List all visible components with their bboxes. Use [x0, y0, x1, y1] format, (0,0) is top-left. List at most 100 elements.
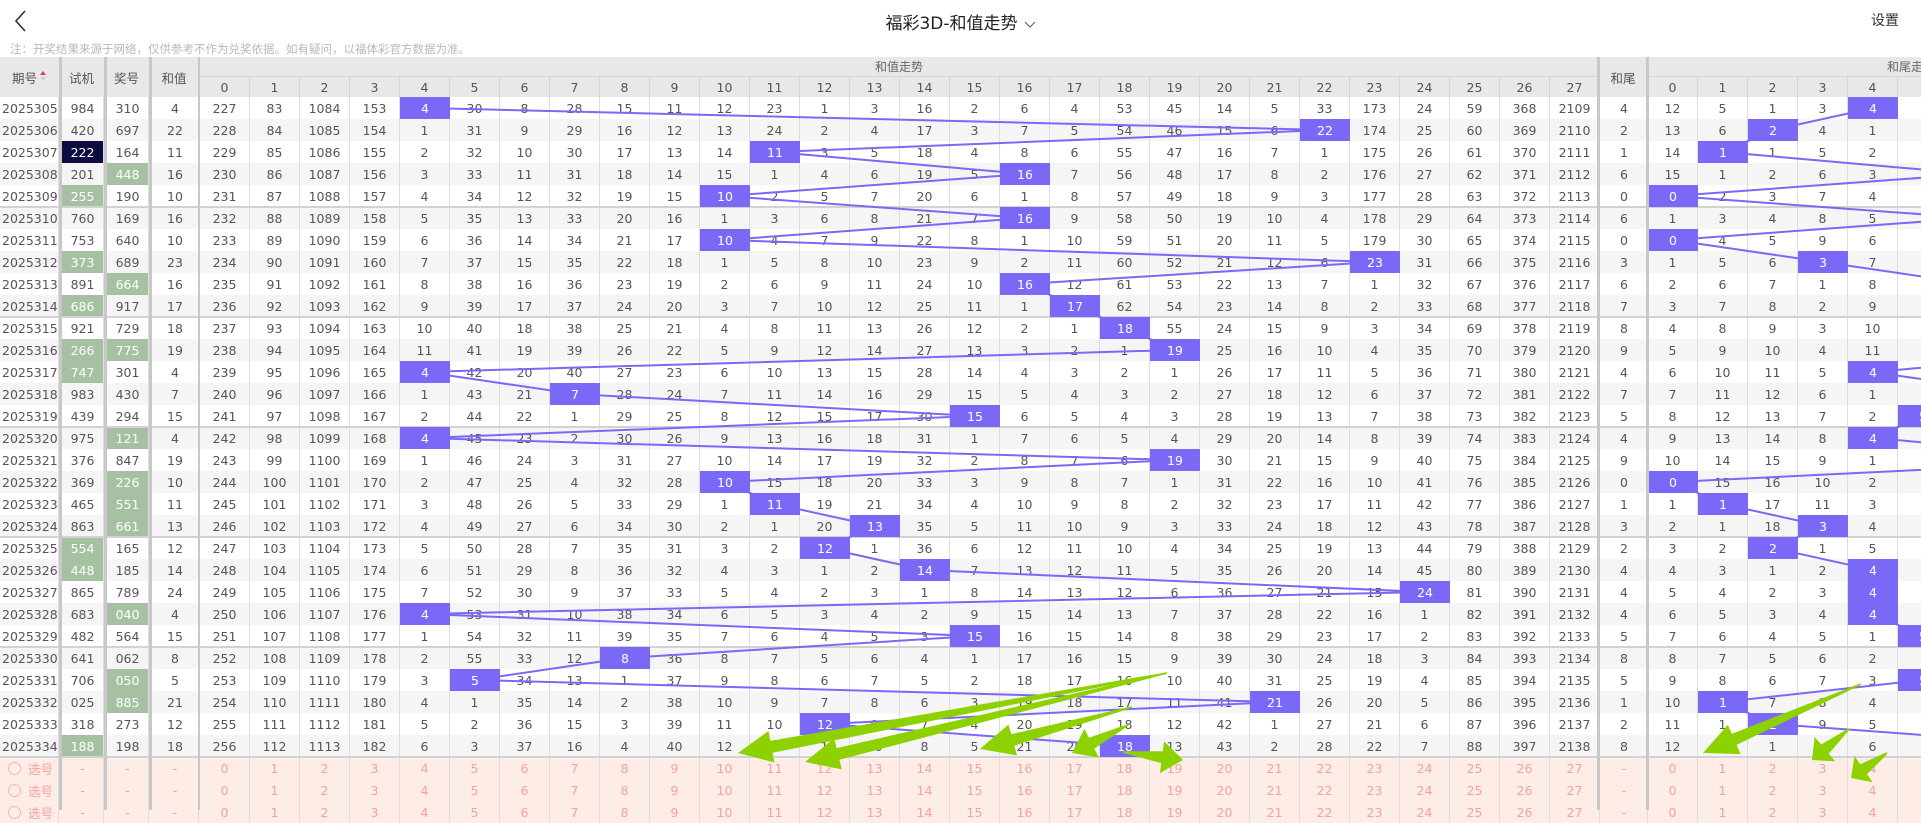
pick-sum-number[interactable]: 14 [900, 757, 950, 779]
pick-sum-number[interactable]: 3 [350, 779, 400, 801]
pick-tail-number[interactable]: 1 [1698, 757, 1748, 779]
pick-sum-number[interactable]: 26 [1500, 779, 1550, 801]
pick-tail-number[interactable]: 3 [1798, 757, 1848, 779]
radio-circle-icon[interactable] [8, 761, 21, 775]
pick-sum-number[interactable]: 2 [300, 779, 350, 801]
pick-sum-number[interactable]: 27 [1550, 779, 1600, 801]
pick-tail-number[interactable]: 1 [1698, 779, 1748, 801]
pick-sum-number[interactable]: 12 [800, 779, 850, 801]
pick-tail-number[interactable]: 2 [1748, 801, 1798, 823]
pick-sum-number[interactable]: 8 [600, 757, 650, 779]
pick-sum-number[interactable]: 22 [1300, 779, 1350, 801]
pick-sum-number[interactable]: 24 [1400, 801, 1450, 823]
pick-tail-number[interactable] [1898, 779, 1921, 801]
pick-sum-number[interactable]: 9 [650, 801, 700, 823]
pick-sum-number[interactable]: 16 [1000, 757, 1050, 779]
pick-sum-number[interactable]: 4 [400, 801, 450, 823]
pick-sum-number[interactable]: 9 [650, 757, 700, 779]
pick-sum-number[interactable]: 17 [1050, 757, 1100, 779]
header-issue[interactable]: 期号 [0, 57, 59, 97]
pick-tail-number[interactable] [1898, 801, 1921, 823]
pick-sum-number[interactable]: 10 [700, 801, 750, 823]
sort-arrows-icon[interactable] [39, 70, 47, 85]
pick-sum-number[interactable]: 10 [700, 757, 750, 779]
pick-sum-number[interactable]: 2 [300, 757, 350, 779]
pick-select-button[interactable]: 选号 [0, 779, 59, 801]
pick-select-button[interactable]: 选号 [0, 757, 59, 779]
pick-sum-number[interactable]: 15 [950, 801, 1000, 823]
pick-sum-number[interactable]: 11 [750, 757, 800, 779]
pick-sum-number[interactable]: 22 [1300, 757, 1350, 779]
pick-select-button[interactable]: 选号 [0, 801, 59, 823]
pick-sum-number[interactable]: 11 [750, 779, 800, 801]
pick-tail-number[interactable]: 2 [1748, 757, 1798, 779]
pick-sum-number[interactable]: 19 [1150, 757, 1200, 779]
pick-sum-number[interactable]: 4 [400, 779, 450, 801]
pick-sum-number[interactable]: 19 [1150, 779, 1200, 801]
pick-sum-number[interactable]: 7 [550, 779, 600, 801]
pick-sum-number[interactable]: 19 [1150, 801, 1200, 823]
pick-sum-number[interactable]: 0 [200, 757, 250, 779]
pick-sum-number[interactable]: 1 [250, 801, 300, 823]
pick-tail-number[interactable] [1898, 757, 1921, 779]
pick-tail-number[interactable]: 2 [1748, 779, 1798, 801]
pick-tail-number[interactable]: 0 [1648, 801, 1698, 823]
pick-sum-number[interactable]: 0 [200, 779, 250, 801]
pick-sum-number[interactable]: 16 [1000, 779, 1050, 801]
pick-sum-number[interactable]: 21 [1250, 757, 1300, 779]
pick-sum-number[interactable]: 25 [1450, 757, 1500, 779]
pick-sum-number[interactable]: 22 [1300, 801, 1350, 823]
pick-sum-number[interactable]: 8 [600, 801, 650, 823]
radio-circle-icon[interactable] [8, 805, 21, 819]
pick-sum-number[interactable]: 26 [1500, 801, 1550, 823]
pick-sum-number[interactable]: 4 [400, 757, 450, 779]
pick-sum-number[interactable]: 8 [600, 779, 650, 801]
pick-sum-number[interactable]: 15 [950, 757, 1000, 779]
pick-sum-number[interactable]: 21 [1250, 779, 1300, 801]
pick-sum-number[interactable]: 23 [1350, 801, 1400, 823]
pick-sum-number[interactable]: 6 [500, 757, 550, 779]
pick-sum-number[interactable]: 10 [700, 779, 750, 801]
pick-sum-number[interactable]: 3 [350, 757, 400, 779]
pick-sum-number[interactable]: 24 [1400, 757, 1450, 779]
pick-sum-number[interactable]: 3 [350, 801, 400, 823]
pick-sum-number[interactable]: 23 [1350, 757, 1400, 779]
pick-sum-number[interactable]: 13 [850, 757, 900, 779]
pick-sum-number[interactable]: 20 [1200, 801, 1250, 823]
settings-button[interactable]: 设置 [1871, 13, 1899, 29]
pick-sum-number[interactable]: 6 [500, 779, 550, 801]
pick-sum-number[interactable]: 18 [1100, 779, 1150, 801]
pick-sum-number[interactable]: 1 [250, 757, 300, 779]
pick-tail-number[interactable]: 3 [1798, 779, 1848, 801]
pick-sum-number[interactable]: 14 [900, 779, 950, 801]
pick-sum-number[interactable]: 18 [1100, 757, 1150, 779]
pick-sum-number[interactable]: 12 [800, 801, 850, 823]
pick-sum-number[interactable]: 24 [1400, 779, 1450, 801]
pick-sum-number[interactable]: 9 [650, 779, 700, 801]
pick-sum-number[interactable]: 6 [500, 801, 550, 823]
pick-tail-number[interactable]: 4 [1848, 757, 1898, 779]
pick-sum-number[interactable]: 17 [1050, 801, 1100, 823]
pick-sum-number[interactable]: 14 [900, 801, 950, 823]
pick-sum-number[interactable]: 13 [850, 779, 900, 801]
pick-sum-number[interactable]: 15 [950, 779, 1000, 801]
pick-sum-number[interactable]: 25 [1450, 779, 1500, 801]
pick-sum-number[interactable]: 26 [1500, 757, 1550, 779]
pick-sum-number[interactable]: 27 [1550, 801, 1600, 823]
pick-sum-number[interactable]: 27 [1550, 757, 1600, 779]
pick-sum-number[interactable]: 1 [250, 779, 300, 801]
pick-sum-number[interactable]: 13 [850, 801, 900, 823]
pick-sum-number[interactable]: 20 [1200, 757, 1250, 779]
page-title-dropdown[interactable]: 福彩3D-和值走势 [0, 9, 1921, 34]
pick-tail-number[interactable]: 0 [1648, 757, 1698, 779]
pick-sum-number[interactable]: 21 [1250, 801, 1300, 823]
pick-tail-number[interactable]: 4 [1848, 779, 1898, 801]
pick-sum-number[interactable]: 5 [450, 757, 500, 779]
pick-sum-number[interactable]: 25 [1450, 801, 1500, 823]
pick-sum-number[interactable]: 11 [750, 801, 800, 823]
pick-sum-number[interactable]: 7 [550, 757, 600, 779]
pick-sum-number[interactable]: 12 [800, 757, 850, 779]
pick-sum-number[interactable]: 0 [200, 801, 250, 823]
pick-sum-number[interactable]: 18 [1100, 801, 1150, 823]
pick-tail-number[interactable]: 3 [1798, 801, 1848, 823]
